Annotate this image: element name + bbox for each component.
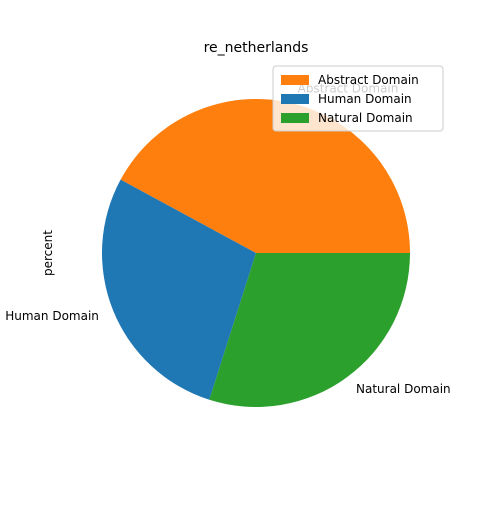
chart-title: re_netherlands: [204, 40, 309, 56]
pie-slice-natural-domain: [209, 253, 410, 407]
pie-slice-human-domain: [102, 179, 256, 400]
legend-label-human-domain: Human Domain: [318, 92, 412, 106]
slice-label-human-domain: Human Domain: [5, 309, 99, 323]
y-axis-label: percent: [41, 230, 55, 276]
legend: Abstract Domain Human Domain Natural Domai…: [272, 65, 444, 132]
legend-label-natural-domain: Natural Domain: [318, 111, 413, 125]
legend-label-abstract-domain: Abstract Domain: [318, 73, 419, 87]
pie-slices: [102, 99, 410, 407]
legend-swatch-abstract-domain: [281, 75, 309, 85]
legend-swatch-natural-domain: [281, 113, 309, 123]
slice-label-natural-domain: Natural Domain: [356, 382, 451, 396]
legend-swatch-human-domain: [281, 94, 309, 104]
pie-slice-abstract-domain: [120, 99, 410, 254]
legend-box: [272, 65, 444, 132]
